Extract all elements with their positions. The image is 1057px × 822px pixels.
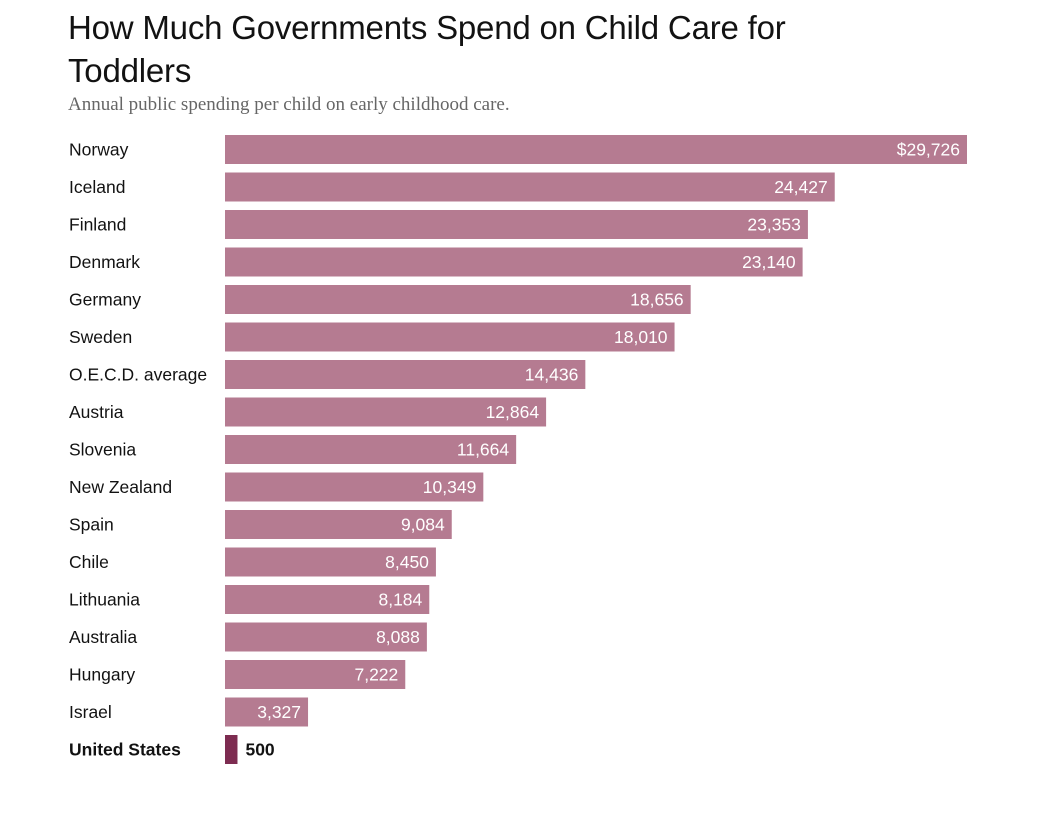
bar <box>225 585 430 614</box>
value-label: 8,184 <box>378 590 422 610</box>
value-label: 10,349 <box>423 477 477 497</box>
bar <box>225 247 803 277</box>
bar <box>225 360 586 389</box>
bar <box>225 660 406 689</box>
bar <box>225 285 691 314</box>
category-label: O.E.C.D. average <box>69 365 207 385</box>
bar <box>225 435 517 464</box>
bar <box>225 397 547 427</box>
value-label: 7,222 <box>354 665 398 685</box>
value-label: 14,436 <box>525 365 579 385</box>
category-label: Israel <box>69 702 112 722</box>
value-label: 500 <box>245 740 274 760</box>
value-label: 9,084 <box>401 515 445 535</box>
category-label: Germany <box>69 290 141 310</box>
bar <box>225 622 427 652</box>
value-label: 23,353 <box>747 215 801 235</box>
category-label: Hungary <box>69 665 135 685</box>
value-label: 23,140 <box>742 252 796 272</box>
bar <box>225 135 967 164</box>
bar <box>225 547 436 577</box>
category-label: Spain <box>69 515 114 535</box>
category-label: Sweden <box>69 327 132 347</box>
value-label: 18,010 <box>614 327 668 347</box>
category-label: United States <box>69 740 181 760</box>
category-label: Chile <box>69 552 109 572</box>
value-label: 8,450 <box>385 552 429 572</box>
category-label: New Zealand <box>69 477 172 497</box>
bar <box>225 472 484 502</box>
category-label: Finland <box>69 215 126 235</box>
value-label: $29,726 <box>897 140 960 160</box>
value-label: 11,664 <box>457 440 509 460</box>
category-label: Australia <box>69 627 137 647</box>
category-label: Austria <box>69 402 124 422</box>
chart-subtitle: Annual public spending per child on earl… <box>68 94 510 115</box>
bar <box>225 510 452 539</box>
value-label: 3,327 <box>257 702 301 722</box>
category-label: Denmark <box>69 252 140 272</box>
value-label: 12,864 <box>486 402 540 422</box>
value-label: 8,088 <box>376 627 420 647</box>
bar <box>225 210 808 239</box>
bar <box>225 697 309 727</box>
bar <box>225 322 675 352</box>
category-label: Iceland <box>69 177 125 197</box>
value-label: 18,656 <box>630 290 684 310</box>
category-label: Lithuania <box>69 590 140 610</box>
chart-title: How Much Governments Spend on Child Care… <box>68 9 786 89</box>
bar <box>225 172 835 202</box>
bar <box>225 735 238 764</box>
value-label: 24,427 <box>774 177 828 197</box>
category-label: Norway <box>69 140 129 160</box>
category-label: Slovenia <box>69 440 136 460</box>
